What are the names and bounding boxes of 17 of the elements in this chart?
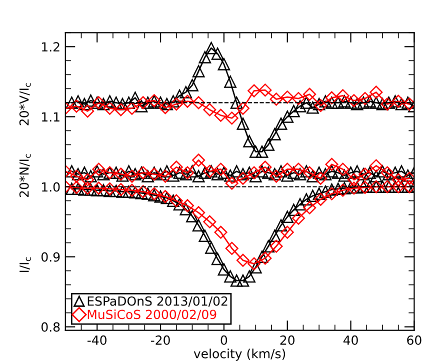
x-tick-label: 40 xyxy=(343,335,358,345)
x-axis-title: velocity (km/s) xyxy=(194,348,286,361)
x-tick-label: 20 xyxy=(280,335,294,345)
y-tick-label: 1.2 xyxy=(42,42,60,52)
legend-label: MuSiCoS 2000/02/09 xyxy=(88,309,216,320)
y-tick-label: 1.1 xyxy=(42,112,60,122)
text: 20*N/I$_{c}$ xyxy=(19,154,31,198)
y-tick-label: 0.9 xyxy=(41,252,60,262)
x-tick-label: 60 xyxy=(407,335,422,345)
x-tick-label: -20 xyxy=(150,335,170,345)
y-tick-label: 0.8 xyxy=(41,322,60,332)
x-tick-label: -40 xyxy=(88,335,106,345)
y-tick-label: 1.0 xyxy=(42,182,60,192)
legend-label: ESPaDOnS 2013/01/02 xyxy=(88,296,228,307)
text: I/I$_{c}$ xyxy=(20,257,31,272)
text: 20*V/I$_{c}$ xyxy=(19,83,31,126)
x-tick-label: 0 xyxy=(220,335,228,345)
